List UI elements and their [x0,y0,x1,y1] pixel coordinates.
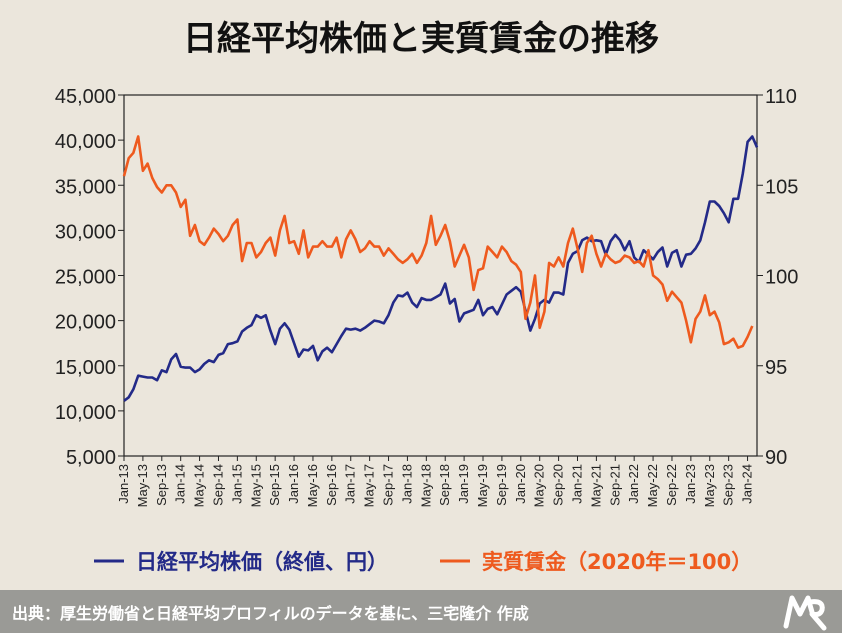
footer-bar: 出典：厚生労働省と日経平均プロフィルのデータを基に、三宅隆介 作成 [0,590,842,633]
y-right-tick-label: 100 [765,267,798,289]
x-tick-label: May-23 [702,464,717,507]
x-tick-label: Jan-14 [173,464,188,504]
x-tick-label: Jan-17 [343,464,358,504]
x-tick-label: Jan-13 [116,464,131,504]
legend: 日経平均株価（終値、円） 実質賃金（2020年＝100） [94,550,752,574]
x-tick-label: Sep-15 [267,464,282,506]
y-left-tick-label: 5,000 [66,447,116,469]
x-tick-label: Jan-21 [569,464,584,504]
y-left-tick-label: 30,000 [55,221,116,243]
chart-title: 日経平均株価と実質賃金の推移 [183,19,659,59]
y-left-tick-label: 20,000 [55,312,116,334]
x-tick-label: May-17 [362,464,377,507]
y-right-tick-label: 110 [765,86,797,108]
mr-logo-icon [783,595,827,631]
x-tick-label: Jan-24 [740,464,755,504]
y-right-tick-label: 105 [765,176,798,198]
x-axis: Jan-13 May-13 Sep-13 Jan-14 May-14 Sep-14 Jan-… [116,456,755,507]
x-tick-label: Sep-23 [721,464,736,506]
x-tick-label: Sep-17 [381,464,396,506]
y-left-tick-label: 45,000 [55,86,116,108]
x-tick-label: Jan-19 [456,464,471,504]
x-tick-label: Jan-23 [683,464,698,504]
x-tick-label: Sep-19 [494,464,509,506]
legend-label-nikkei: 日経平均株価（終値、円） [136,550,388,574]
x-tick-label: Sep-14 [210,464,225,506]
y-axis-left: 5,000 10,000 15,000 20,000 25,000 30,000 35,00… [55,86,124,469]
x-tick-label: May-21 [588,464,603,507]
x-tick-label: Sep-21 [607,464,622,506]
plot-frame [123,94,758,457]
legend-label-wages: 実質賃金（2020年＝100） [482,550,752,574]
x-tick-label: Sep-13 [154,464,169,506]
x-tick-label: May-20 [532,464,547,507]
y-left-tick-label: 40,000 [55,131,116,153]
x-tick-label: Jan-16 [286,464,301,504]
x-tick-label: Sep-22 [664,464,679,506]
x-tick-label: May-18 [418,464,433,507]
chart-axes [123,94,758,457]
x-tick-label: Jan-15 [229,464,244,504]
x-tick-label: May-15 [248,464,263,507]
x-tick-label: May-16 [305,464,320,507]
series-line-wages [122,135,754,350]
x-tick-label: May-13 [135,464,150,507]
x-tick-label: Sep-18 [437,464,452,506]
x-tick-label: Jan-18 [399,464,414,504]
y-left-tick-label: 10,000 [55,402,116,424]
x-tick-label: May-14 [192,464,207,507]
y-left-tick-label: 15,000 [55,357,116,379]
x-tick-label: May-22 [645,464,660,507]
y-left-tick-label: 35,000 [55,176,116,198]
series-lines [122,135,759,402]
y-right-tick-label: 90 [765,447,787,469]
y-left-tick-label: 25,000 [55,267,116,289]
y-axis-right: 90 95 100 105 110 [757,86,798,469]
source-note: 出典：厚生労働省と日経平均プロフィルのデータを基に、三宅隆介 作成 [12,604,529,623]
series-line-nikkei [123,135,759,402]
y-right-tick-label: 95 [765,357,787,379]
x-tick-label: Sep-20 [551,464,566,506]
x-tick-label: May-19 [475,464,490,507]
x-tick-label: Jan-20 [513,464,528,504]
chart-area: 日経平均株価と実質賃金の推移 5,000 10,000 15,000 20,000 25… [55,19,799,574]
x-tick-label: Sep-16 [324,464,339,506]
x-tick-label: Jan-22 [626,464,641,504]
